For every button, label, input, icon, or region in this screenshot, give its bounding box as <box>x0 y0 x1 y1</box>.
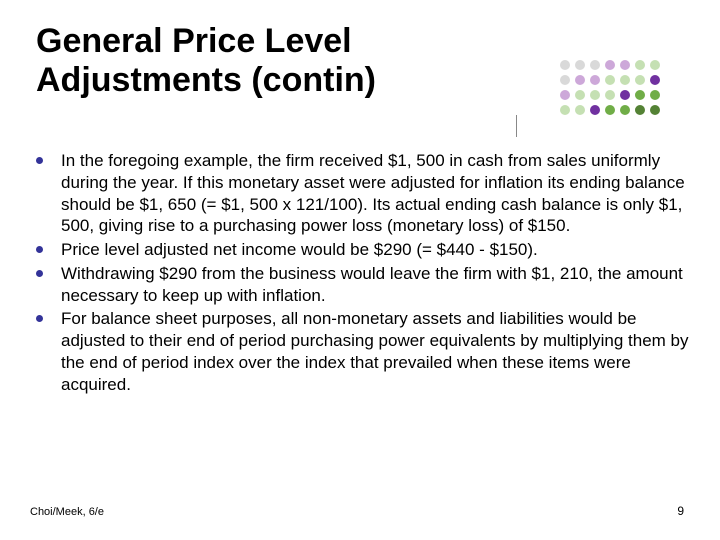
decorative-dot <box>590 75 600 85</box>
decorative-dot <box>620 60 630 70</box>
body-content: In the foregoing example, the firm recei… <box>30 150 690 397</box>
decorative-dot <box>560 90 570 100</box>
decorative-dot <box>635 75 645 85</box>
decorative-dot <box>620 75 630 85</box>
bullet-icon <box>36 270 43 277</box>
decorative-dot <box>635 105 645 115</box>
list-item: Withdrawing $290 from the business would… <box>30 263 690 307</box>
decorative-dot <box>605 75 615 85</box>
decorative-dot-grid <box>560 60 700 140</box>
list-item-text: In the foregoing example, the firm recei… <box>61 150 690 237</box>
decorative-dot <box>590 105 600 115</box>
slide-title: General Price Level Adjustments (contin) <box>36 22 376 100</box>
decorative-dot <box>590 90 600 100</box>
bullet-icon <box>36 157 43 164</box>
footer-left: Choi/Meek, 6/e <box>30 506 104 518</box>
decorative-dot <box>590 60 600 70</box>
list-item: Price level adjusted net income would be… <box>30 239 690 261</box>
decorative-dot <box>560 60 570 70</box>
bullet-icon <box>36 246 43 253</box>
bullet-icon <box>36 315 43 322</box>
slide-number: 9 <box>677 504 684 518</box>
decorative-dot <box>575 90 585 100</box>
decorative-dot <box>635 60 645 70</box>
decorative-dot <box>650 75 660 85</box>
decorative-dot <box>650 90 660 100</box>
decorative-dot <box>605 105 615 115</box>
list-item-text: For balance sheet purposes, all non-mone… <box>61 308 690 395</box>
decorative-dot <box>605 60 615 70</box>
title-line-2: Adjustments (contin) <box>36 61 376 100</box>
decorative-dot <box>650 105 660 115</box>
decorative-dot <box>650 60 660 70</box>
title-divider <box>516 115 517 137</box>
decorative-dot <box>605 90 615 100</box>
list-item-text: Withdrawing $290 from the business would… <box>61 263 690 307</box>
decorative-dot <box>575 75 585 85</box>
decorative-dot <box>635 90 645 100</box>
list-item: For balance sheet purposes, all non-mone… <box>30 308 690 395</box>
list-item-text: Price level adjusted net income would be… <box>61 239 538 261</box>
decorative-dot <box>575 60 585 70</box>
decorative-dot <box>560 75 570 85</box>
decorative-dot <box>620 105 630 115</box>
list-item: In the foregoing example, the firm recei… <box>30 150 690 237</box>
decorative-dot <box>620 90 630 100</box>
decorative-dot <box>575 105 585 115</box>
decorative-dot <box>560 105 570 115</box>
title-line-1: General Price Level <box>36 22 376 61</box>
